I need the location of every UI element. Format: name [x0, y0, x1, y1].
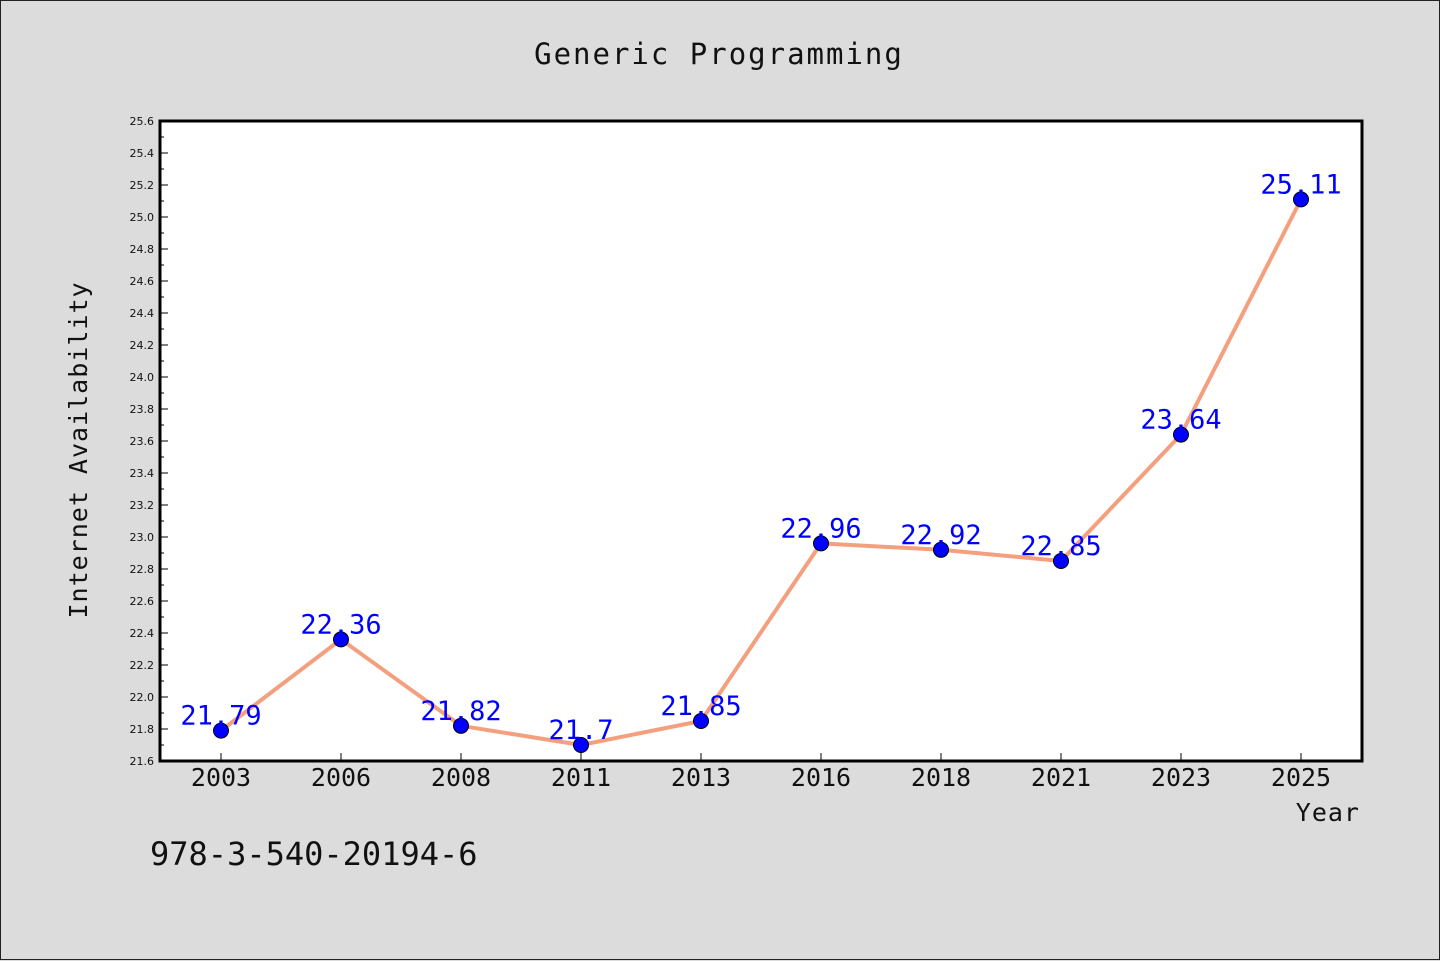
y-tick-label: 24.6: [130, 275, 155, 288]
data-label: 25.11: [1260, 169, 1341, 200]
chart-title: Generic Programming: [534, 37, 904, 71]
y-tick-label: 24.8: [130, 243, 155, 256]
data-label: 21.82: [420, 696, 501, 727]
data-point: [1293, 191, 1309, 208]
data-point: [1053, 553, 1069, 569]
y-tick-label: 21.6: [130, 755, 155, 768]
x-tick-label: 2021: [1031, 763, 1091, 792]
data-label: 21.7: [548, 715, 613, 746]
y-tick-label: 21.8: [130, 723, 155, 736]
data-label: 22.96: [780, 513, 861, 544]
x-tick-label: 2011: [551, 763, 611, 792]
isbn-footnote: 978-3-540-20194-6: [150, 835, 478, 873]
y-tick-label: 23.8: [130, 403, 155, 416]
data-label: 22.85: [1020, 531, 1101, 562]
x-tick-label: 2025: [1271, 763, 1331, 792]
y-tick-label: 22.0: [130, 691, 155, 704]
y-tick-label: 23.2: [130, 499, 155, 512]
y-axis-label: Internet Availability: [64, 281, 93, 618]
data-point: [453, 717, 469, 734]
y-tick-label: 25.4: [130, 147, 155, 160]
y-tick-label: 24.0: [130, 371, 155, 384]
data-label: 23.64: [1140, 405, 1221, 436]
data-point: [573, 737, 589, 753]
x-tick-label: 2008: [431, 763, 491, 792]
x-axis: 2003 2006 2008 2011 2013 2016 2018 2021 2023 2025: [191, 753, 1331, 792]
x-tick-label: 2013: [671, 763, 731, 792]
data-label: 21.79: [180, 701, 261, 732]
y-tick-label: 25.0: [130, 211, 155, 224]
y-tick-label: 24.2: [130, 339, 155, 352]
y-tick-label: 23.4: [130, 467, 155, 480]
x-tick-label: 2016: [791, 763, 851, 792]
y-tick-label: 22.2: [130, 659, 155, 672]
y-tick-label: 23.6: [130, 435, 155, 448]
data-point: [333, 631, 349, 648]
y-tick-label: 22.4: [130, 627, 155, 640]
data-point: [933, 541, 949, 558]
y-tick-label: 22.6: [130, 595, 155, 608]
y-axis: 21.6 21.8 22.0 22.2 22.4 22.6 22.8 23.0 23.2 23.4…: [130, 115, 168, 768]
data-point: [213, 722, 229, 739]
x-tick-label: 2023: [1151, 763, 1211, 792]
y-tick-label: 23.0: [130, 531, 155, 544]
series-layer: 21.79 22.36 21.82 21.7 21.85 22.96 22.92 22.85 2…: [180, 169, 1342, 753]
data-point: [1173, 426, 1189, 443]
x-axis-label: Year: [1296, 798, 1360, 827]
y-tick-label: 22.8: [130, 563, 155, 576]
data-label: 21.85: [660, 691, 741, 722]
data-label: 22.92: [900, 520, 981, 551]
y-tick-label: 24.4: [130, 307, 155, 320]
y-tick-label: 25.6: [130, 115, 155, 128]
y-tick-label: 25.2: [130, 179, 155, 192]
x-tick-label: 2018: [911, 763, 971, 792]
data-point: [693, 713, 709, 729]
x-tick-label: 2006: [311, 763, 371, 792]
series-line: [219, 197, 1303, 747]
data-label: 22.36: [300, 609, 381, 640]
x-tick-label: 2003: [191, 763, 251, 792]
data-point: [813, 535, 829, 552]
